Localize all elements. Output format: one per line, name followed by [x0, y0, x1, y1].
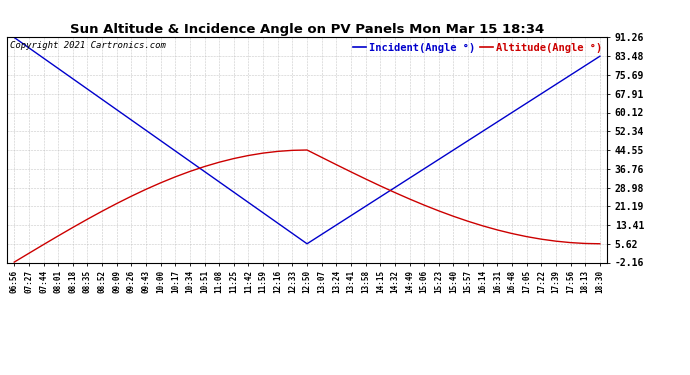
Title: Sun Altitude & Incidence Angle on PV Panels Mon Mar 15 18:34: Sun Altitude & Incidence Angle on PV Pan… — [70, 23, 544, 36]
Legend: Incident(Angle °), Altitude(Angle °): Incident(Angle °), Altitude(Angle °) — [353, 43, 602, 53]
Text: Copyright 2021 Cartronics.com: Copyright 2021 Cartronics.com — [10, 41, 166, 50]
